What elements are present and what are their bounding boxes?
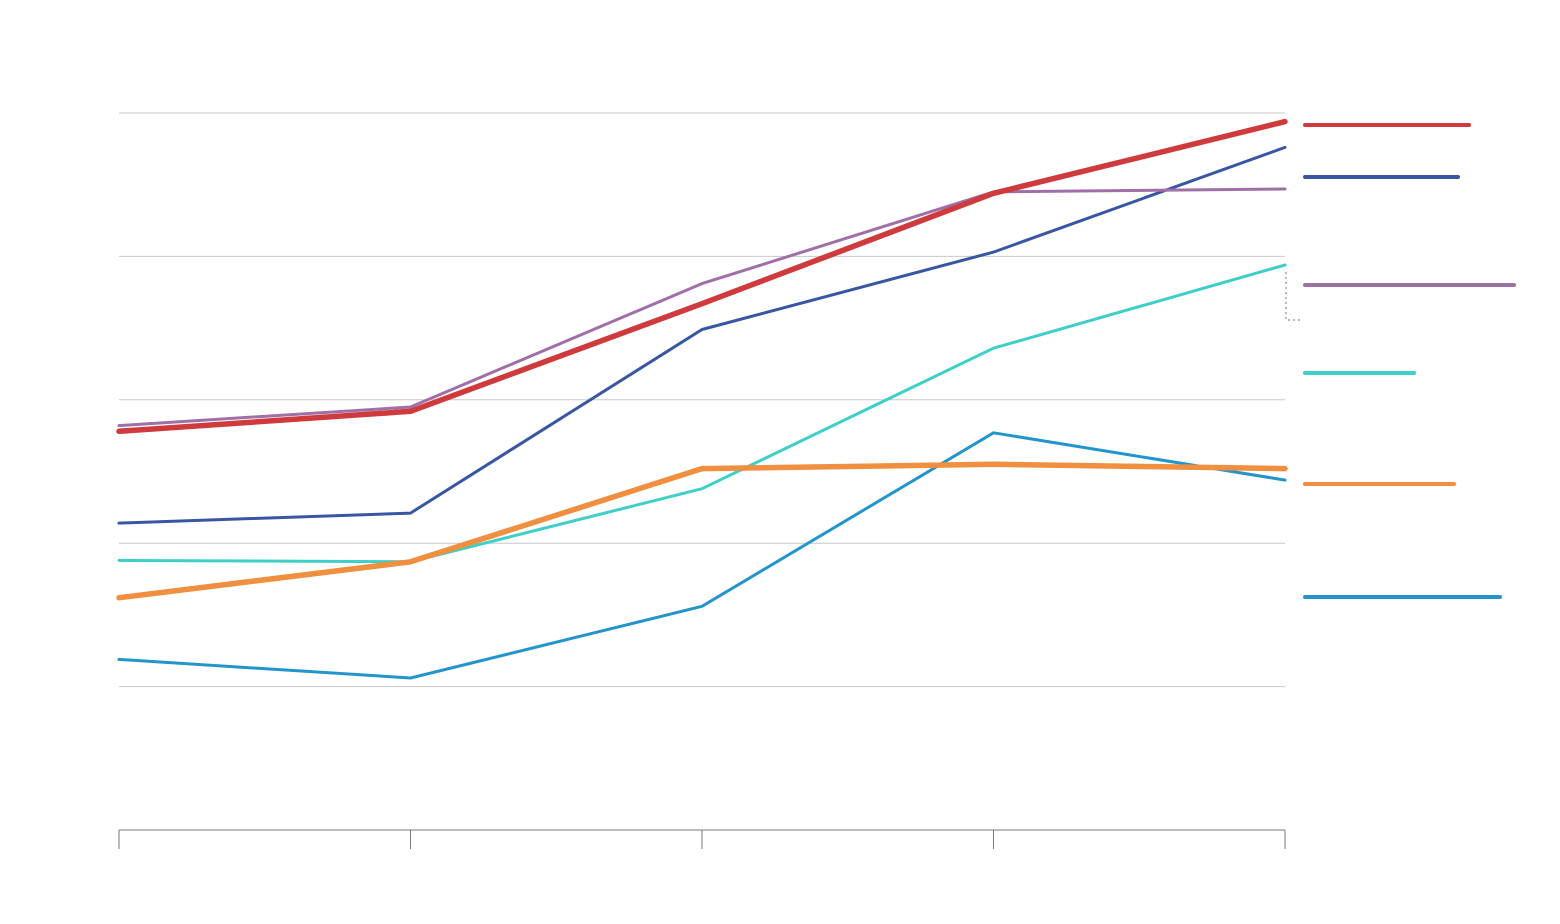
- annotation-leader: [1285, 272, 1301, 321]
- series-line-2: [117, 145, 1287, 525]
- series-line-1: [116, 118, 1288, 435]
- x-axis: [118, 829, 1286, 849]
- legend: [1303, 123, 1516, 599]
- annotation-dotted-leader: [1285, 272, 1301, 321]
- series-line-3: [117, 187, 1287, 428]
- series-line-6: [117, 431, 1287, 680]
- series-lines: [116, 118, 1288, 680]
- series-line-5: [116, 461, 1288, 601]
- gridlines: [119, 112, 1285, 688]
- series-line-4: [117, 263, 1287, 564]
